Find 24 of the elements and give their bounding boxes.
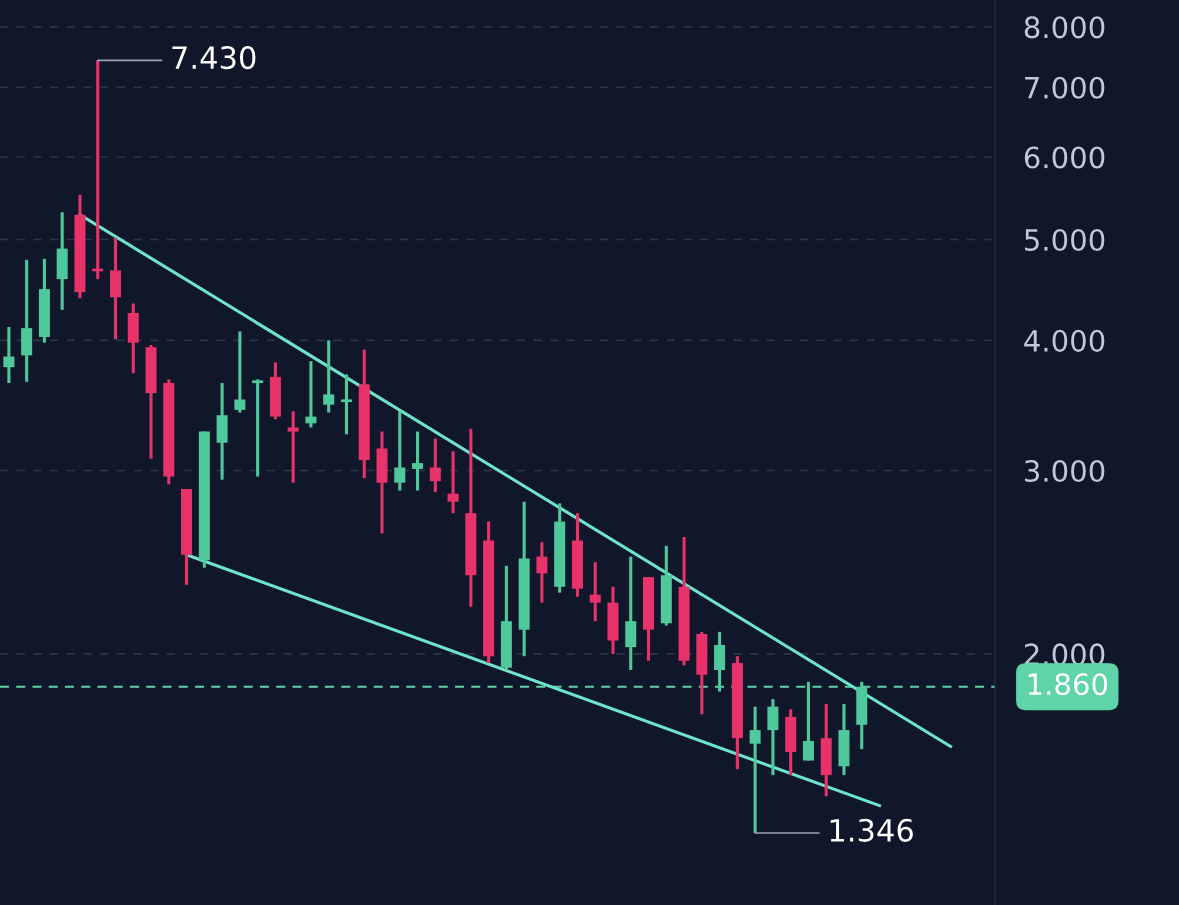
candlestick bbox=[749, 706, 761, 834]
ref-line-label: 1.860 bbox=[1028, 673, 1108, 696]
y-tick-label: 5.000 bbox=[1025, 228, 1105, 251]
candlestick bbox=[412, 431, 424, 491]
candlestick bbox=[287, 411, 299, 483]
candlestick bbox=[536, 542, 548, 603]
candlestick bbox=[447, 451, 459, 515]
candlestick bbox=[3, 327, 15, 385]
candlestick bbox=[340, 374, 352, 435]
y-tick-label: 3.000 bbox=[1025, 459, 1105, 483]
y-tick-label: 4.000 bbox=[1024, 329, 1105, 352]
y-tick-label: 8.000 bbox=[1024, 16, 1105, 39]
candlestick bbox=[767, 699, 779, 777]
y-tick-label: 6.000 bbox=[1024, 146, 1105, 169]
y-tick-label: 7.000 bbox=[1025, 76, 1105, 99]
candlestick bbox=[429, 438, 441, 494]
annotation: 7.430 bbox=[172, 46, 256, 70]
annotation: 1.346 bbox=[830, 818, 913, 842]
candlestick bbox=[589, 562, 601, 623]
candlestick bbox=[252, 379, 264, 477]
candlestick bbox=[802, 680, 814, 761]
candlestick bbox=[323, 340, 335, 413]
candlestick bbox=[234, 331, 246, 413]
candlestick bbox=[394, 411, 406, 491]
